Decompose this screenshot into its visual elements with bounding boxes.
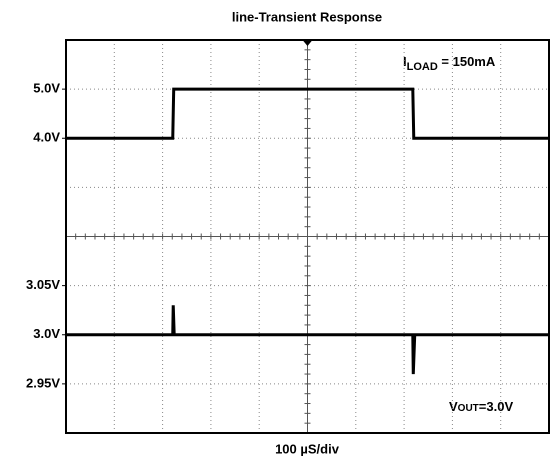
trace (66, 87, 549, 140)
subscript: OUT (458, 403, 479, 414)
trace (66, 305, 549, 375)
y-tick-label: 4.0V (33, 130, 60, 145)
subscript: LOAD (407, 61, 438, 73)
y2-tick-label: 3.05V (26, 277, 60, 292)
symbol: I (403, 54, 407, 69)
chart-title: line-Transient Response (232, 9, 382, 24)
y-tick-label: 5.0V (33, 81, 60, 96)
vout-annotation: VOUT=3.0V (449, 399, 513, 414)
y2-tick-label: 2.95V (26, 375, 60, 390)
text: = 150mA (438, 54, 496, 69)
text: =3.0V (479, 399, 514, 414)
trigger-marker (302, 40, 313, 46)
y2-tick-label: 3.0V (33, 326, 60, 341)
plot-border (65, 39, 550, 434)
x-axis-label: 100 µS/div (275, 441, 340, 456)
load-annotation: ILOAD = 150mA (403, 54, 496, 72)
symbol: V (449, 399, 458, 414)
